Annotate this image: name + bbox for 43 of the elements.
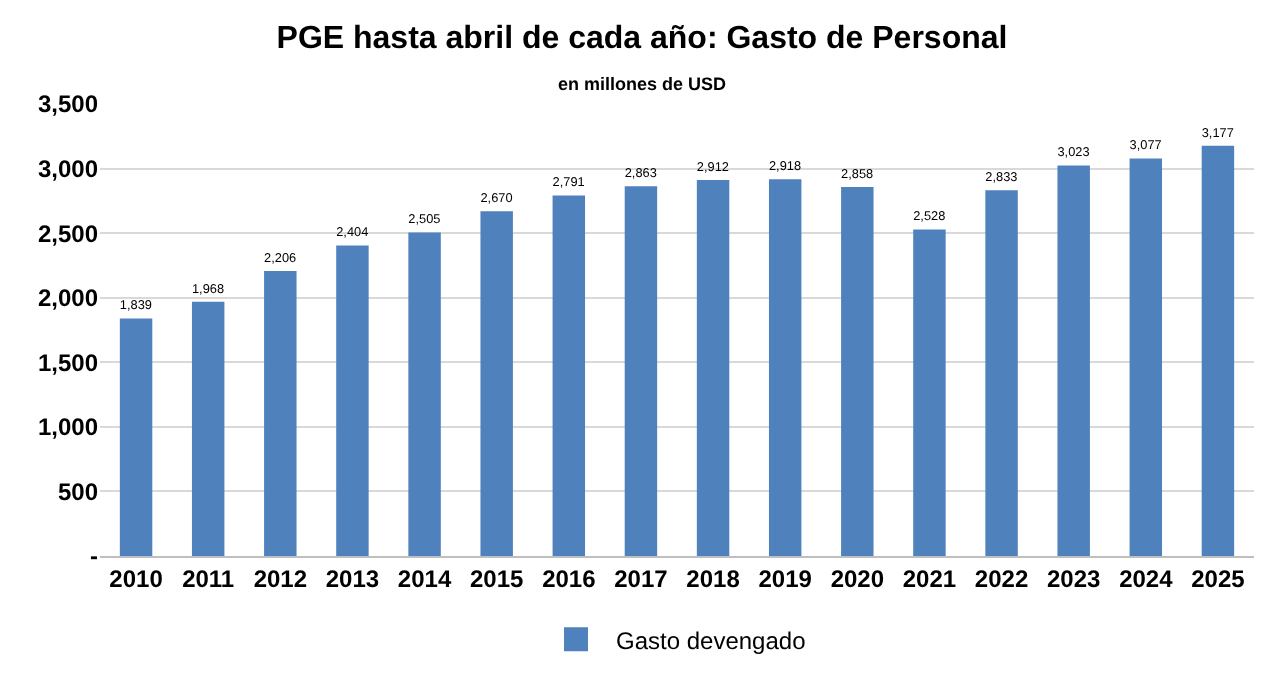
chart-subtitle: en millones de USD xyxy=(557,74,728,95)
bar xyxy=(624,186,658,556)
x-tick-label: 2015 xyxy=(469,564,525,593)
x-tick-label: 2017 xyxy=(614,564,669,593)
bar xyxy=(480,211,513,556)
bar xyxy=(913,229,946,556)
legend-label: Gasto devengado xyxy=(616,626,807,655)
x-tick-label: 2025 xyxy=(1191,564,1246,593)
bar xyxy=(696,179,730,556)
x-tick-label: 2020 xyxy=(830,564,885,593)
y-tick-label: 3,000 xyxy=(37,154,99,183)
bar xyxy=(336,245,369,556)
x-tick-label: 2023 xyxy=(1046,564,1102,593)
bar xyxy=(1129,158,1163,556)
y-tick-label: 1,000 xyxy=(37,413,99,442)
x-tick-label: 2016 xyxy=(542,564,597,593)
bar xyxy=(408,232,441,556)
x-tick-label: 2012 xyxy=(253,564,308,593)
bar xyxy=(1201,145,1235,556)
y-tick-label: - xyxy=(90,542,98,571)
bar xyxy=(119,318,153,556)
bar xyxy=(191,301,225,556)
bar xyxy=(768,179,802,556)
x-tick-label: 2018 xyxy=(686,564,741,593)
y-tick-label: 3,500 xyxy=(37,90,99,119)
bar xyxy=(264,271,297,556)
x-tick-label: 2011 xyxy=(182,564,235,593)
x-tick-label: 2024 xyxy=(1119,564,1174,593)
x-tick-label: 2019 xyxy=(758,564,813,593)
x-tick-label: 2021 xyxy=(902,564,957,593)
bar xyxy=(1057,165,1090,556)
bar xyxy=(552,195,586,556)
y-tick-label: 2,000 xyxy=(37,284,99,313)
chart-title: PGE hasta abril de cada año: Gasto de Personal xyxy=(276,22,1008,57)
y-tick-label: 500 xyxy=(57,477,99,506)
y-tick-label: 1,500 xyxy=(37,348,99,377)
bar xyxy=(985,190,1018,556)
y-tick-label: 2,500 xyxy=(37,219,99,248)
x-tick-label: 2014 xyxy=(397,564,452,593)
x-tick-label: 2010 xyxy=(109,564,164,593)
x-tick-label: 2022 xyxy=(974,564,1029,593)
x-tick-label: 2013 xyxy=(325,564,380,593)
bar xyxy=(841,186,874,556)
